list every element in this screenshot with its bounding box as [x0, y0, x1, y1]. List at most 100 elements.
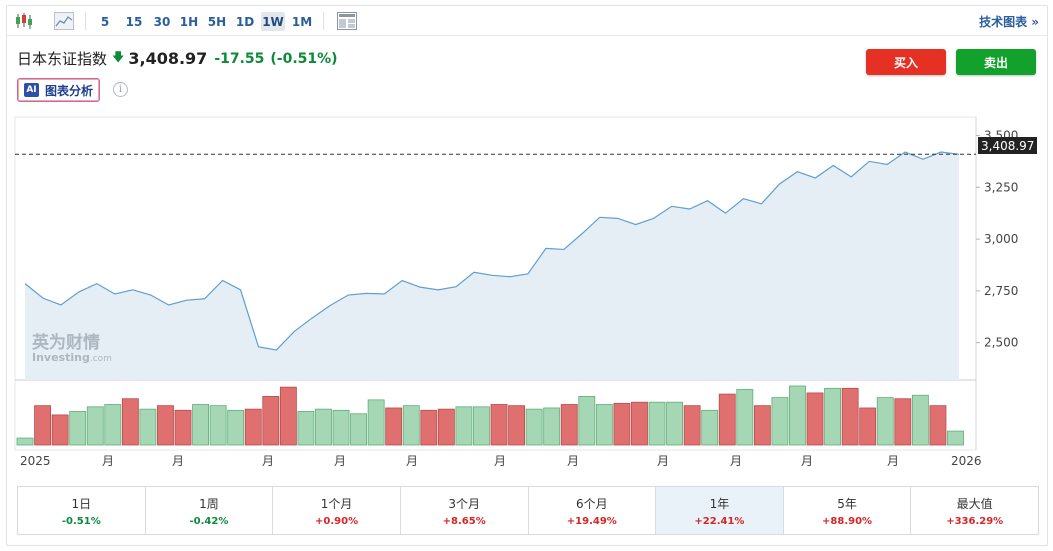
volume-bar — [139, 408, 157, 446]
volume-bar — [683, 405, 701, 446]
volume-bar — [841, 387, 859, 446]
interval-1h[interactable]: 1H — [179, 14, 199, 29]
volume-bar — [297, 411, 315, 446]
volume-bar — [209, 405, 227, 446]
period-label: 1年 — [709, 496, 730, 511]
period-tab[interactable]: 1个月 +0.90% — [273, 487, 401, 534]
period-label: 6个月 — [575, 496, 608, 511]
period-label: 3个月 — [448, 496, 480, 511]
x-tick-label: 月 — [102, 454, 114, 468]
period-label: 1周 — [199, 496, 219, 511]
volume-bar — [16, 437, 34, 446]
volume-bar — [560, 404, 578, 446]
volume-bar — [631, 401, 648, 446]
period-tab[interactable]: 1周 -0.42% — [146, 487, 274, 534]
volume-bar — [508, 405, 526, 446]
volume-bar — [595, 404, 613, 446]
volume-bar — [789, 385, 806, 446]
interval-1d[interactable]: 1D — [235, 14, 255, 29]
interval-30[interactable]: 30 — [153, 14, 171, 29]
candlestick-icon[interactable] — [13, 11, 35, 31]
volume-bar — [859, 407, 877, 446]
volume-bar — [876, 397, 894, 446]
period-change: +88.90% — [822, 515, 873, 527]
volume-bar — [894, 398, 912, 446]
ai-analysis-label: 图表分析 — [45, 83, 94, 98]
watermark-cn: 英为财情 — [32, 332, 100, 353]
volume-bar — [824, 387, 842, 446]
interval-15[interactable]: 15 — [125, 14, 143, 29]
period-change: -0.42% — [189, 515, 229, 527]
x-tick-label: 2026 — [951, 454, 982, 468]
y-tick-label: 3,000 — [984, 232, 1018, 246]
period-tab[interactable]: 3个月 +8.65% — [401, 487, 529, 534]
period-label: 1个月 — [320, 496, 353, 511]
area-chart-icon[interactable] — [53, 11, 75, 31]
interval-1w[interactable]: 1W — [261, 12, 285, 31]
period-label: 5年 — [837, 496, 857, 511]
layout-icon[interactable] — [335, 11, 359, 31]
interval-5[interactable]: 5 — [100, 14, 110, 29]
x-tick-label: 月 — [730, 454, 742, 468]
period-tab[interactable]: 1日 -0.51% — [18, 487, 146, 534]
period-tab[interactable]: 6个月 +19.49% — [529, 487, 657, 534]
investing-watermark: 英为财情 Investing.com — [32, 332, 112, 364]
chart-toolbar: 5 15 30 1H 5H 1D 1W 1M 技术图表 » — [7, 6, 1047, 36]
volume-bar — [350, 413, 368, 446]
volume-bar — [543, 407, 561, 446]
price-change-percent: (-0.51%) — [270, 50, 338, 67]
technical-chart-link[interactable]: 技术图表 » — [979, 15, 1039, 29]
period-change: +22.41% — [694, 515, 745, 527]
volume-bar — [490, 404, 508, 446]
volume-bar — [244, 408, 262, 446]
ai-chart-analysis-button[interactable]: AI 图表分析 — [17, 78, 101, 102]
y-tick-label: 2,750 — [984, 284, 1018, 298]
volume-bar — [525, 408, 543, 446]
volume-bar — [753, 405, 771, 446]
period-change: -0.51% — [61, 515, 101, 527]
volume-bar — [578, 396, 596, 446]
volume-bar — [929, 405, 947, 446]
chart-widget: 5 15 30 1H 5H 1D 1W 1M 技术图表 » 日本东证指数 🡇 3… — [6, 5, 1048, 546]
volume-bar — [315, 408, 332, 446]
x-tick-label: 月 — [494, 454, 506, 468]
interval-5h[interactable]: 5H — [207, 14, 227, 29]
period-change: +336.29% — [946, 515, 1004, 527]
volume-bar — [402, 405, 420, 446]
interval-1m[interactable]: 1M — [291, 14, 313, 29]
volume-bar — [613, 402, 631, 446]
period-tab[interactable]: 5年 +88.90% — [784, 487, 912, 534]
volume-bar — [34, 405, 52, 446]
volume-bar — [806, 392, 824, 446]
period-tab[interactable]: 1年 +22.41% — [656, 487, 784, 534]
ai-icon: AI — [24, 83, 39, 97]
volume-bar — [262, 396, 280, 446]
volume-bar — [192, 404, 210, 446]
last-price: 3,408.97 — [128, 49, 208, 68]
arrow-down-icon: 🡇 — [112, 50, 125, 64]
volume-bar — [385, 407, 403, 446]
price-line — [24, 151, 960, 351]
x-tick-label: 2025 — [20, 454, 51, 468]
volume-bar — [104, 404, 122, 446]
x-tick-label: 月 — [887, 454, 899, 468]
x-tick-label: 月 — [262, 454, 274, 468]
index-header: 日本东证指数 🡇 3,408.97 -17.55 (-0.51%) — [17, 48, 338, 69]
price-area — [25, 152, 959, 380]
volume-bar — [718, 393, 736, 446]
volume-bar — [648, 401, 666, 446]
period-change: +8.65% — [442, 515, 486, 527]
x-tick-label: 月 — [172, 454, 184, 468]
volume-bar — [771, 397, 789, 446]
info-icon[interactable]: i — [113, 82, 128, 97]
volume-bar — [69, 411, 87, 446]
volume-bar — [473, 406, 490, 446]
volume-bar — [51, 414, 69, 446]
volume-bar — [911, 394, 929, 446]
volume-bar — [332, 409, 350, 446]
sell-button[interactable]: 卖出 — [956, 49, 1036, 75]
period-tab[interactable]: 最大值 +336.29% — [911, 487, 1038, 534]
buy-button[interactable]: 买入 — [866, 49, 946, 75]
price-chart[interactable]: 英为财情 Investing.com 3,5003,2503,0002,7502… — [7, 6, 1047, 476]
volume-bar — [367, 399, 385, 446]
